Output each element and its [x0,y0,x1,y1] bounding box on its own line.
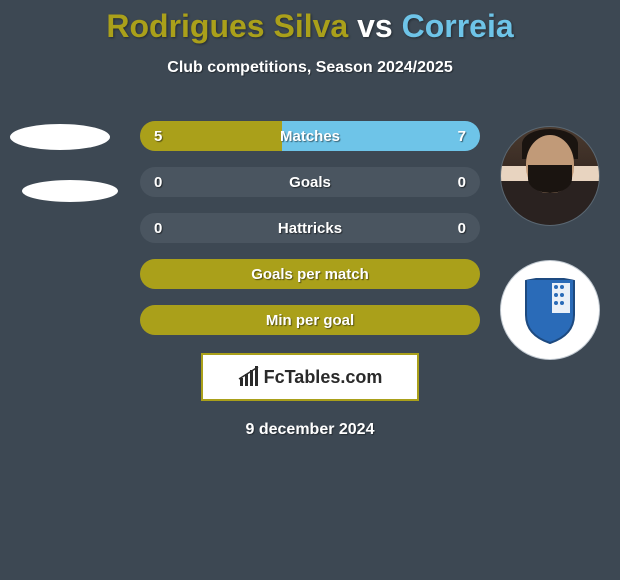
stat-row: Matches5 7 [140,121,480,151]
stat-label: Goals per match [140,266,480,283]
stat-row: Goals0 0 [140,167,480,197]
stat-value-left: 5 [154,128,162,145]
player2-avatar [500,126,600,226]
stat-value-right: 7 [458,128,466,145]
stat-row: Goals per match [140,259,480,289]
stat-label: Hattricks [140,220,480,237]
player1-avatar-top [10,124,110,150]
player1-avatar-bottom [22,180,118,202]
stat-value-left: 0 [154,174,162,191]
stat-row: Hattricks0 0 [140,213,480,243]
avatar-beard [528,165,572,193]
player2-name: Correia [402,8,514,44]
vs-text: vs [357,8,393,44]
comparison-title: Rodrigues Silva vs Correia [0,0,620,45]
stat-label: Matches [140,128,480,145]
stat-value-right: 0 [458,174,466,191]
brand-box[interactable]: FcTables.com [201,353,419,401]
stat-label: Min per goal [140,312,480,329]
chart-bars-icon [238,366,260,388]
player1-name: Rodrigues Silva [106,8,348,44]
brand-text: FcTables.com [264,367,383,388]
subtitle: Club competitions, Season 2024/2025 [0,59,620,77]
stat-value-right: 0 [458,220,466,237]
stat-value-left: 0 [154,220,162,237]
player2-club-badge [500,260,600,360]
stat-row: Min per goal [140,305,480,335]
stat-label: Goals [140,174,480,191]
date-text: 9 december 2024 [0,421,620,439]
shield-icon [522,275,578,345]
